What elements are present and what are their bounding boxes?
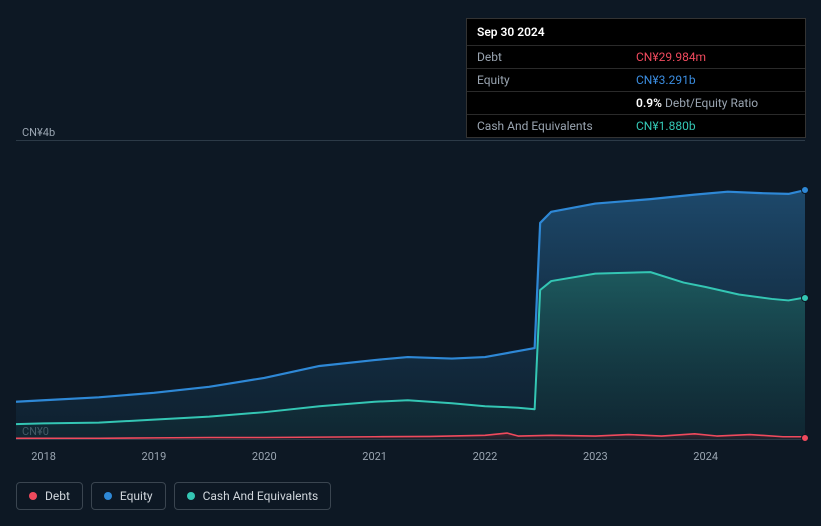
legend-label: Debt [45, 489, 70, 503]
x-axis-tick: 2021 [362, 450, 387, 463]
series-end-marker [801, 434, 809, 442]
legend-swatch [187, 492, 195, 500]
legend-swatch [29, 492, 37, 500]
legend-label: Cash And Equivalents [203, 489, 319, 503]
y-axis-max-label: CN¥4b [22, 126, 55, 139]
tooltip-row-label: Cash And Equivalents [477, 119, 636, 133]
chart-legend: Debt Equity Cash And Equivalents [16, 482, 331, 510]
legend-item-equity[interactable]: Equity [91, 482, 166, 510]
x-axis-tick: 2023 [583, 450, 608, 463]
tooltip-row-value: 0.9% Debt/Equity Ratio [636, 96, 795, 110]
tooltip-row-label [477, 96, 636, 110]
series-end-marker [801, 186, 809, 194]
x-axis-tick: 2020 [252, 450, 277, 463]
tooltip-row-value: CN¥29.984m [636, 50, 795, 64]
legend-swatch [104, 492, 112, 500]
chart-svg [16, 141, 805, 439]
x-axis-tick: 2018 [31, 450, 56, 463]
tooltip-row-label: Equity [477, 73, 636, 87]
x-axis-tick: 2022 [473, 450, 498, 463]
tooltip-row-value: CN¥1.880b [636, 119, 795, 133]
x-axis: 2018 2019 2020 2021 2022 2023 2024 [16, 446, 805, 464]
chart-container: Sep 30 2024 DebtCN¥29.984mEquityCN¥3.291… [0, 0, 821, 526]
tooltip-row: Cash And EquivalentsCN¥1.880b [467, 114, 805, 137]
x-axis-tick: 2019 [142, 450, 167, 463]
tooltip-row: EquityCN¥3.291b [467, 68, 805, 91]
tooltip-date: Sep 30 2024 [467, 19, 805, 45]
tooltip-row-label: Debt [477, 50, 636, 64]
series-end-marker [801, 294, 809, 302]
legend-item-cash-and-equivalents[interactable]: Cash And Equivalents [174, 482, 332, 510]
chart-tooltip: Sep 30 2024 DebtCN¥29.984mEquityCN¥3.291… [466, 18, 806, 138]
tooltip-row: 0.9% Debt/Equity Ratio [467, 91, 805, 114]
legend-label: Equity [120, 489, 153, 503]
chart-plot-area[interactable] [16, 140, 805, 440]
legend-item-debt[interactable]: Debt [16, 482, 83, 510]
tooltip-row: DebtCN¥29.984m [467, 45, 805, 68]
x-axis-tick: 2024 [693, 450, 718, 463]
tooltip-row-value: CN¥3.291b [636, 73, 795, 87]
